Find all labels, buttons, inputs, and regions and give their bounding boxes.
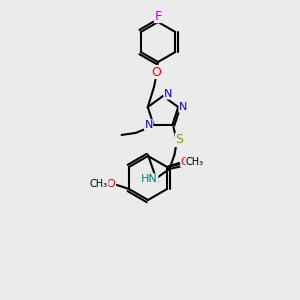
Text: O: O <box>181 157 189 167</box>
Text: F: F <box>154 10 162 22</box>
Text: O: O <box>106 179 115 189</box>
Text: O: O <box>188 158 198 170</box>
Text: N: N <box>179 102 188 112</box>
Text: S: S <box>176 134 183 146</box>
Text: CH₃: CH₃ <box>186 157 204 167</box>
Text: N: N <box>164 89 172 99</box>
Text: O: O <box>151 65 161 79</box>
Text: N: N <box>144 120 153 130</box>
Text: CH₃: CH₃ <box>90 179 108 189</box>
Text: HN: HN <box>141 174 158 184</box>
